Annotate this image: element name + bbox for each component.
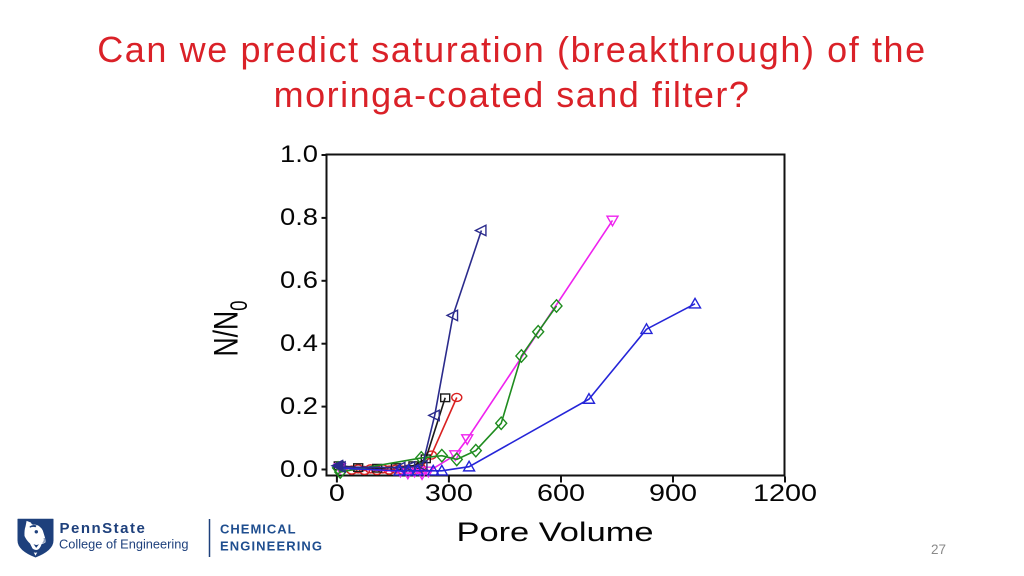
svg-text:0.8: 0.8	[280, 204, 318, 231]
svg-text:Pore Volume: Pore Volume	[457, 517, 654, 547]
svg-text:College of Engineering: College of Engineering	[59, 537, 188, 552]
svg-text:0: 0	[329, 480, 345, 507]
svg-text:PennState: PennState	[60, 520, 147, 537]
svg-text:0.6: 0.6	[280, 267, 318, 294]
svg-text:300: 300	[425, 480, 473, 507]
svg-text:CHEMICAL: CHEMICAL	[220, 521, 297, 536]
svg-text:900: 900	[649, 480, 697, 507]
svg-text:1.0: 1.0	[280, 141, 318, 168]
svg-text:N/N0: N/N0	[208, 301, 254, 357]
svg-text:0.4: 0.4	[280, 330, 318, 357]
svg-text:1200: 1200	[753, 480, 817, 507]
svg-text:600: 600	[537, 480, 585, 507]
svg-text:ENGINEERING: ENGINEERING	[220, 538, 323, 553]
svg-text:0.2: 0.2	[280, 393, 318, 420]
svg-text:0.0: 0.0	[280, 456, 318, 483]
